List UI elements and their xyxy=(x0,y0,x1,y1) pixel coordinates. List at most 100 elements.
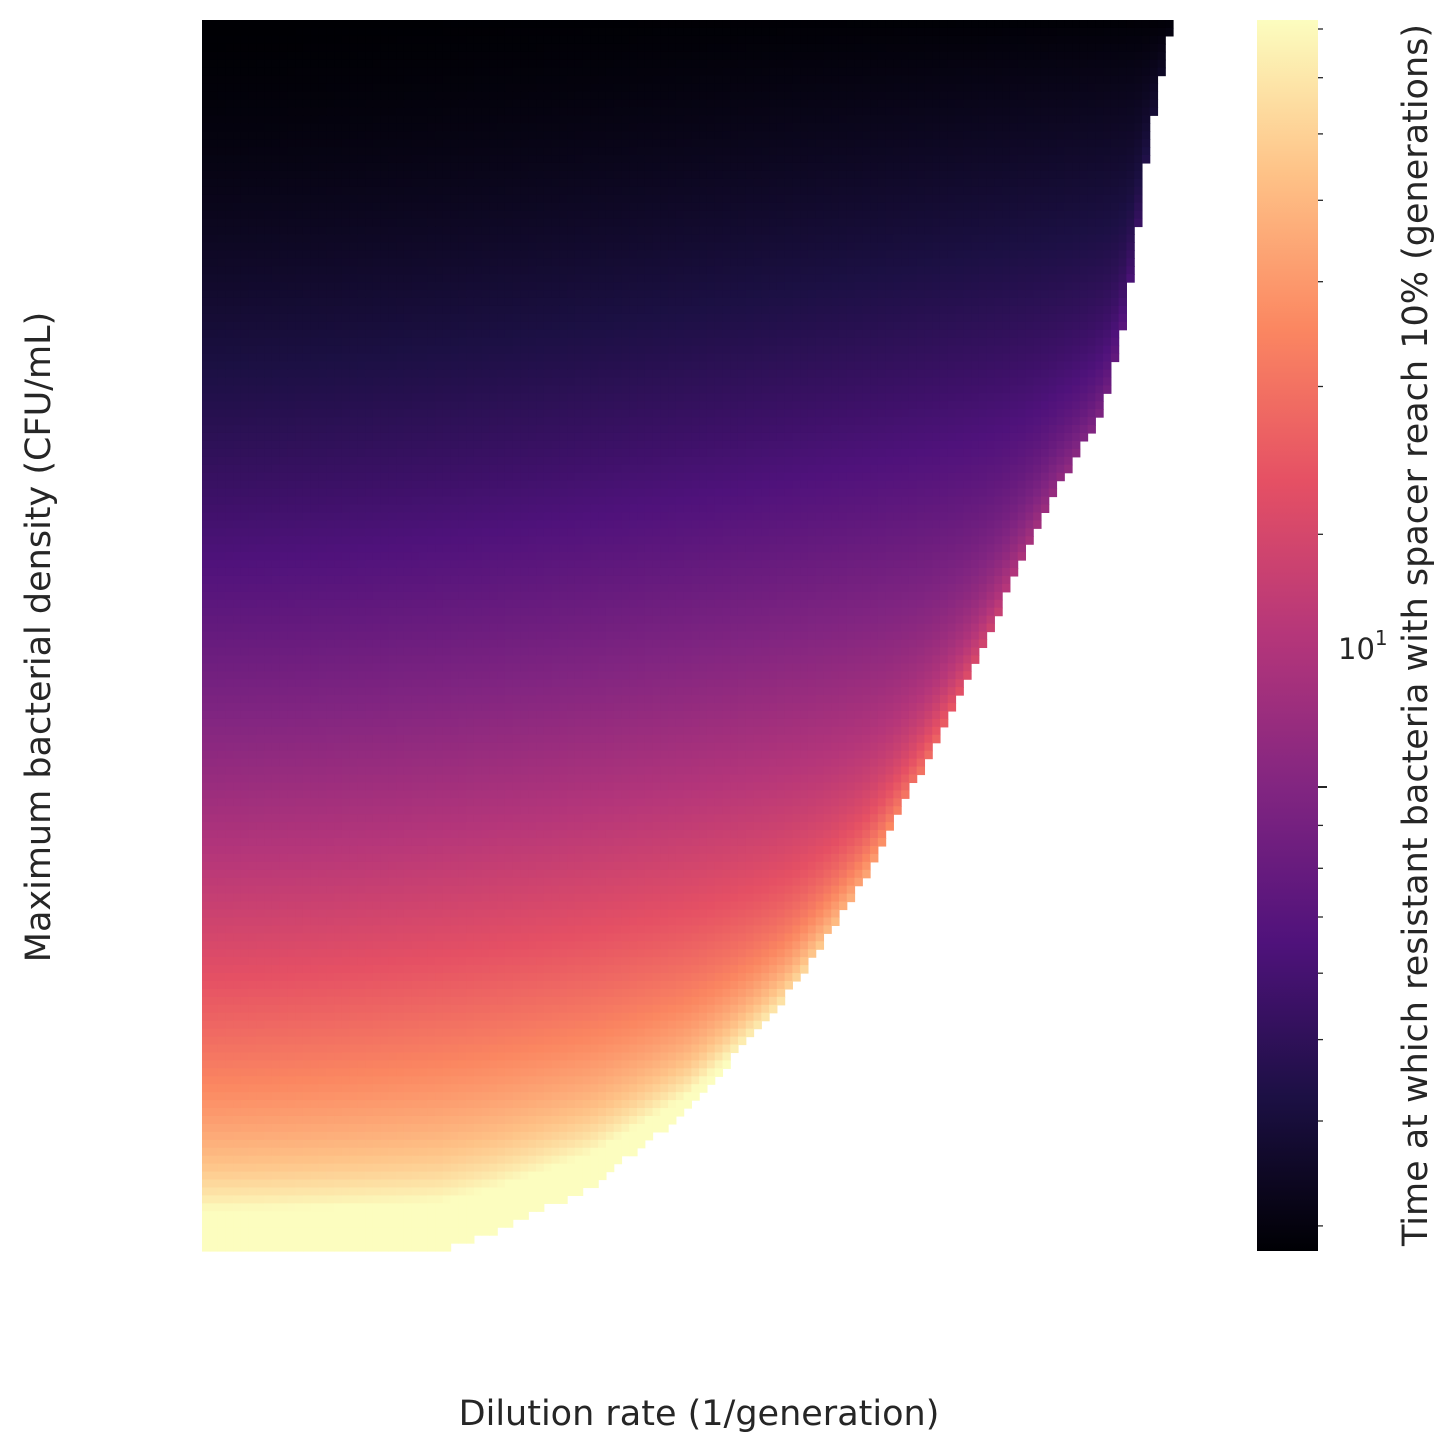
heatmap-cell xyxy=(1103,202,1112,212)
heatmap-cell xyxy=(372,147,382,156)
heatmap-cell xyxy=(217,51,226,61)
heatmap-cell xyxy=(901,123,910,132)
heatmap-cell xyxy=(411,155,421,164)
heatmap-cell xyxy=(1025,242,1034,251)
heatmap-cell xyxy=(784,313,793,323)
heatmap-cell xyxy=(854,99,863,108)
heatmap-cell xyxy=(675,226,685,236)
heatmap-cell xyxy=(637,202,646,212)
heatmap-cell xyxy=(1025,139,1034,148)
heatmap-cell xyxy=(637,155,646,164)
heatmap-cell xyxy=(745,194,755,204)
heatmap-cell xyxy=(489,91,498,101)
heatmap-cell xyxy=(613,202,623,212)
heatmap-cell xyxy=(590,115,599,124)
heatmap-cell xyxy=(1110,99,1120,108)
heatmap-cell xyxy=(908,250,918,259)
heatmap-cell xyxy=(784,139,793,148)
heatmap-cell xyxy=(403,329,413,339)
heatmap-cell xyxy=(986,131,995,140)
heatmap-cell xyxy=(924,131,933,140)
heatmap-cell xyxy=(637,266,646,275)
heatmap-cell xyxy=(1040,123,1050,132)
heatmap-cell xyxy=(1103,329,1112,339)
heatmap-cell xyxy=(730,218,739,228)
heatmap-cell xyxy=(877,59,887,69)
heatmap-cell xyxy=(357,313,366,323)
heatmap-cell xyxy=(403,282,413,291)
heatmap-cell xyxy=(668,147,677,156)
heatmap-cell xyxy=(737,123,747,132)
heatmap-cell xyxy=(512,329,522,339)
heatmap-cell xyxy=(466,194,475,204)
heatmap-cell xyxy=(908,226,918,236)
heatmap-cell xyxy=(598,35,607,45)
heatmap-cell xyxy=(341,43,351,53)
heatmap-cell xyxy=(1141,99,1151,108)
heatmap-cell xyxy=(986,234,995,243)
heatmap-cell xyxy=(536,226,545,236)
heatmap-cell xyxy=(901,258,910,267)
heatmap-cell xyxy=(334,242,343,251)
heatmap-cell xyxy=(660,51,669,61)
heatmap-cell xyxy=(637,337,646,347)
heatmap-cell xyxy=(737,266,747,275)
heatmap-cell xyxy=(551,337,560,347)
heatmap-cell xyxy=(551,250,560,259)
heatmap-cell xyxy=(458,337,467,347)
heatmap-cell xyxy=(1118,83,1127,93)
heatmap-cell xyxy=(761,91,770,101)
heatmap-cell xyxy=(978,115,988,124)
heatmap-cell xyxy=(831,321,840,331)
heatmap-cell xyxy=(722,75,731,85)
heatmap-cell xyxy=(1095,43,1104,53)
heatmap-cell xyxy=(737,305,747,315)
heatmap-cell xyxy=(473,218,483,228)
heatmap-cell xyxy=(302,139,312,148)
heatmap-cell xyxy=(240,162,250,172)
heatmap-cell xyxy=(1087,170,1096,180)
heatmap-cell xyxy=(264,51,273,61)
heatmap-cell xyxy=(1009,83,1019,93)
heatmap-cell xyxy=(574,155,584,164)
heatmap-cell xyxy=(737,218,747,228)
heatmap-cell xyxy=(1017,218,1027,228)
heatmap-cell xyxy=(1095,35,1104,45)
heatmap-cell xyxy=(466,226,475,236)
heatmap-cell xyxy=(761,218,770,228)
heatmap-cell xyxy=(551,321,560,331)
heatmap-cell xyxy=(279,99,289,108)
heatmap-cell xyxy=(901,178,910,188)
heatmap-cell xyxy=(924,27,933,37)
heatmap-cell xyxy=(380,178,390,188)
heatmap-cell xyxy=(963,329,972,339)
heatmap-cell xyxy=(264,186,273,196)
heatmap-cell xyxy=(326,250,335,259)
heatmap-cell xyxy=(411,194,421,204)
heatmap-cell xyxy=(815,99,825,108)
heatmap-cell xyxy=(846,329,856,339)
heatmap-cell xyxy=(590,147,599,156)
heatmap-cell xyxy=(722,178,731,188)
heatmap-cell xyxy=(1056,321,1065,331)
heatmap-cell xyxy=(1048,210,1058,220)
heatmap-cell xyxy=(202,59,211,69)
heatmap-cell xyxy=(613,313,623,323)
heatmap-cell xyxy=(683,305,692,315)
heatmap-cell xyxy=(217,202,226,212)
heatmap-cell xyxy=(1002,107,1011,116)
heatmap-cell xyxy=(536,91,545,101)
heatmap-cell xyxy=(730,139,739,148)
heatmap-cell xyxy=(800,43,809,53)
heatmap-cell xyxy=(559,35,568,45)
heatmap-cell xyxy=(372,59,382,69)
heatmap-cell xyxy=(435,234,444,243)
heatmap-cell xyxy=(675,210,685,220)
heatmap-cell xyxy=(947,242,957,251)
heatmap-cell xyxy=(862,67,871,77)
heatmap-cell xyxy=(380,234,390,243)
heatmap-cell xyxy=(372,274,382,283)
heatmap-cell xyxy=(745,51,755,61)
heatmap-cell xyxy=(334,99,343,108)
heatmap-cell xyxy=(403,107,413,116)
